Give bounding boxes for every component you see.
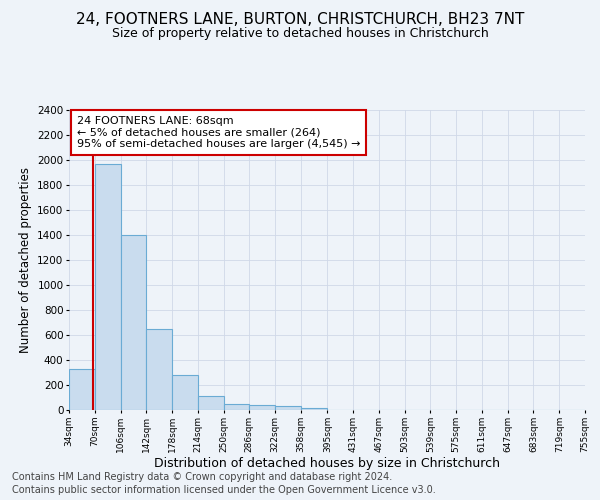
Text: Contains HM Land Registry data © Crown copyright and database right 2024.: Contains HM Land Registry data © Crown c… (12, 472, 392, 482)
Bar (301, 408, 326, 410)
Bar (69, 370, 95, 410)
Bar (172, 375, 198, 410)
Text: Size of property relative to detached houses in Christchurch: Size of property relative to detached ho… (112, 28, 488, 40)
Text: 24 FOOTNERS LANE: 68sqm
← 5% of detached houses are smaller (264)
95% of semi-de: 24 FOOTNERS LANE: 68sqm ← 5% of detached… (77, 116, 360, 149)
Bar (224, 404, 250, 410)
Bar (121, 235, 146, 410)
Bar (95, 164, 121, 410)
X-axis label: Distribution of detached houses by size in Christchurch: Distribution of detached houses by size … (154, 458, 500, 470)
Bar (198, 396, 224, 410)
Text: 24, FOOTNERS LANE, BURTON, CHRISTCHURCH, BH23 7NT: 24, FOOTNERS LANE, BURTON, CHRISTCHURCH,… (76, 12, 524, 28)
Bar (146, 329, 172, 410)
Bar (250, 405, 275, 410)
Bar (275, 406, 301, 410)
Text: Contains public sector information licensed under the Open Government Licence v3: Contains public sector information licen… (12, 485, 436, 495)
Y-axis label: Number of detached properties: Number of detached properties (19, 167, 32, 353)
